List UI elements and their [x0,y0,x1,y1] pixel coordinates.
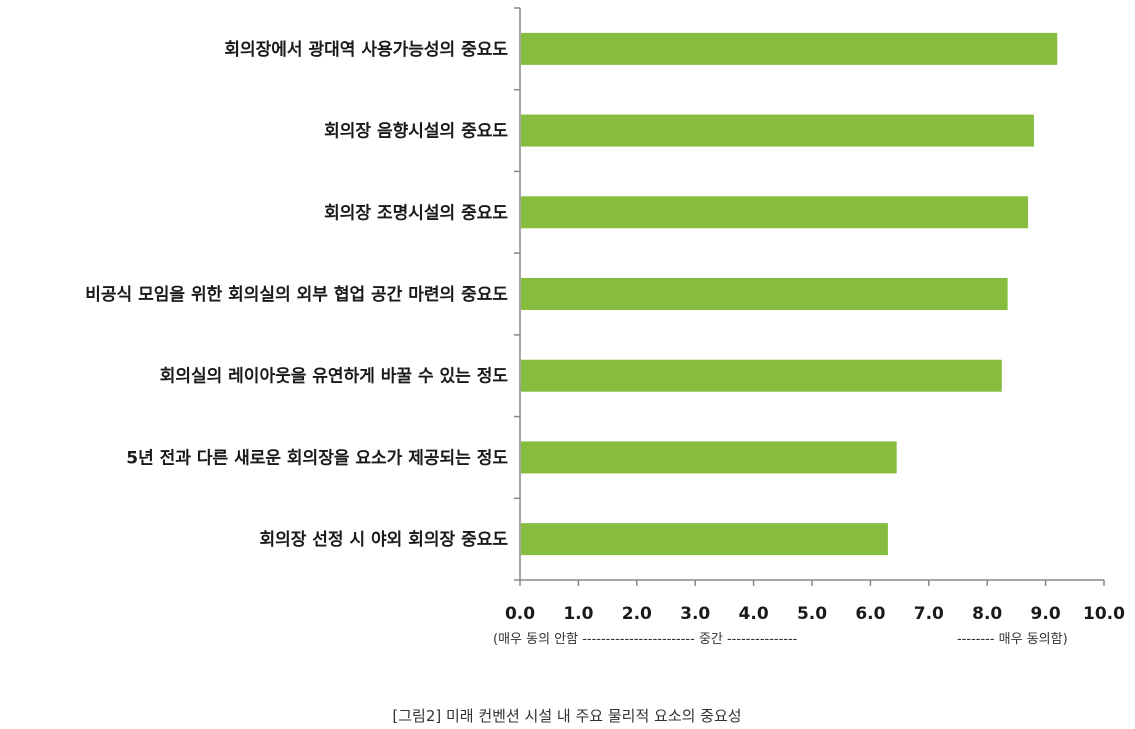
y-axis-ticks [514,7,520,581]
x-tick-label: 9.0 [1031,604,1061,624]
x-tick-label: 0.0 [505,604,535,624]
x-tick-label: 4.0 [739,604,769,624]
x-tick-label: 2.0 [622,604,652,624]
category-label-3: 회의장 조명시설의 중요도 [324,203,508,223]
x-tick-label: 1.0 [563,604,593,624]
x-tick-label: 7.0 [914,604,944,624]
category-label-4: 비공식 모임을 위한 회의실의 외부 협업 공간 마련의 중요도 [85,284,508,305]
x-tick-label: 6.0 [855,604,885,624]
bar-6 [521,441,897,474]
scale-label-high: -------- 매우 동의함) [957,632,1068,647]
category-label-2: 회의장 음향시설의 중요도 [324,121,508,142]
bar-7 [521,523,888,556]
figure-caption: [그림2] 미래 컨벤션 시설 내 주요 물리적 요소의 중요성 [392,707,741,725]
category-label-6: 5년 전과 다른 새로운 회의장을 요소가 제공되는 정도 [126,448,508,468]
x-tick-label: 3.0 [680,604,710,624]
bar-4 [521,278,1008,310]
category-label-5: 회의실의 레이아웃을 유연하게 바꿀 수 있는 정도 [160,367,509,387]
bar-5 [521,359,1002,392]
x-tick-label: 8.0 [972,604,1002,624]
category-label-7: 회의장 선정 시 야외 회의장 중요도 [259,530,508,550]
x-axis-ticks [519,580,1105,586]
category-label-1: 회의장에서 광대역 사용가능성의 중요도 [224,40,508,60]
bars-group [521,32,1058,556]
x-tick-labels: 0.0 1.0 2.0 3.0 4.0 5.0 6.0 7.0 8.0 9.0 10.0 [505,604,1125,624]
bar-2 [521,114,1034,147]
bar-1 [521,32,1058,65]
scale-label-low: (매우 동의 안함 ------------------------ 중간 --… [493,632,798,647]
bar-3 [521,196,1029,229]
x-tick-label: 5.0 [797,604,827,624]
x-tick-label: 10.0 [1083,604,1125,624]
